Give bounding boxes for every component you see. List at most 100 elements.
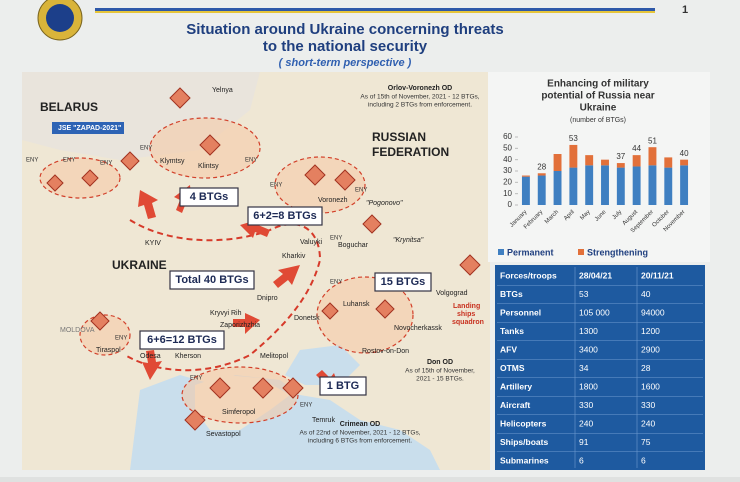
bar-segment bbox=[569, 167, 578, 205]
unit-marker bbox=[46, 174, 64, 192]
y-tick-label: 50 bbox=[503, 143, 512, 152]
table-header: 28/04/21 bbox=[579, 270, 612, 280]
map-label: Zaporizhzhia bbox=[220, 322, 260, 329]
emblem-inner bbox=[46, 4, 74, 32]
y-tick-label: 60 bbox=[503, 132, 512, 141]
btg-box bbox=[374, 272, 432, 292]
table-cell: 240 bbox=[641, 418, 655, 428]
table-cell: 330 bbox=[641, 400, 655, 410]
btg-box bbox=[319, 376, 367, 396]
header-line bbox=[95, 8, 655, 11]
title: to the national security bbox=[263, 38, 428, 55]
unit-marker bbox=[334, 169, 356, 191]
unit-marker bbox=[81, 169, 99, 187]
chart-title: Enhancing of military bbox=[547, 79, 649, 90]
table-cell: Tanks bbox=[500, 326, 524, 336]
table-cell: 75 bbox=[641, 437, 651, 447]
label-box bbox=[52, 122, 124, 134]
note-title: Orlov-Voronezh OD bbox=[388, 85, 452, 92]
map-label: JSE "ZAPAD-2021" bbox=[58, 125, 121, 132]
bar-segment bbox=[632, 166, 641, 205]
map-label: Klintsy bbox=[198, 163, 219, 170]
y-tick-label: 20 bbox=[503, 177, 512, 186]
note-line: including 2 BTGs from enforcement. bbox=[368, 102, 472, 109]
table-cell: Ships/boats bbox=[500, 437, 548, 447]
map-label: Novocherkassk bbox=[394, 325, 442, 332]
btg-label: 4 BTGs bbox=[190, 191, 229, 203]
unit-marker bbox=[209, 377, 231, 399]
total-label: 51 bbox=[648, 136, 657, 145]
unit-marker bbox=[169, 87, 191, 109]
map-label: Donetsk bbox=[294, 315, 320, 322]
map-label: Odesa bbox=[140, 353, 161, 360]
unit-marker bbox=[90, 311, 110, 331]
map-label: Tiraspol bbox=[96, 347, 121, 354]
table-cell: 94000 bbox=[641, 307, 665, 317]
btg-box bbox=[179, 187, 239, 207]
legend-label: Permanent bbox=[507, 247, 554, 257]
map-label: ships bbox=[457, 311, 475, 318]
unit-tag: ENY bbox=[330, 236, 342, 242]
bar-segment bbox=[616, 163, 625, 168]
bar-segment bbox=[553, 171, 562, 205]
table-cell: 6 bbox=[579, 455, 584, 465]
bar-segment bbox=[521, 175, 530, 177]
table-cell: Helicopters bbox=[500, 418, 547, 428]
azov-sea bbox=[285, 345, 360, 385]
unit-marker bbox=[375, 299, 395, 319]
note-line: As of 22nd of November, 2021 - 12 BTGs, bbox=[299, 430, 420, 437]
bar-segment bbox=[553, 154, 562, 171]
unit-marker bbox=[362, 214, 382, 234]
map-label: Temruk bbox=[312, 417, 335, 424]
map-label: Volgograd bbox=[436, 290, 468, 297]
map-label: Rostov-on-Don bbox=[362, 348, 409, 355]
table-header: 20/11/21 bbox=[641, 270, 674, 280]
chart-title: potential of Russia near bbox=[541, 91, 654, 102]
unit-marker bbox=[304, 164, 326, 186]
map-label: Melitopol bbox=[260, 353, 288, 360]
total-label: 53 bbox=[569, 134, 578, 143]
y-tick-label: 10 bbox=[503, 189, 512, 198]
legend-label: Strengthening bbox=[587, 247, 648, 257]
table-cell: Artillery bbox=[500, 381, 532, 391]
arrow bbox=[138, 190, 158, 219]
unit-marker bbox=[252, 377, 274, 399]
note-line: including 6 BTGs from enforcement. bbox=[308, 438, 412, 445]
table-cell: Aircraft bbox=[500, 400, 530, 410]
bar-segment bbox=[648, 165, 657, 205]
map-label: Boguchar bbox=[338, 242, 369, 249]
table-cell: Submarines bbox=[500, 455, 549, 465]
table-cell: 53 bbox=[579, 289, 589, 299]
bar-segment bbox=[680, 165, 689, 205]
chart-panel bbox=[488, 72, 710, 262]
threat-line bbox=[124, 219, 322, 372]
x-tick-label: July bbox=[612, 209, 624, 221]
unit-marker bbox=[321, 302, 339, 320]
bar-segment bbox=[601, 159, 609, 166]
bar-segment bbox=[664, 167, 673, 205]
table-cell: AFV bbox=[500, 344, 517, 354]
unit-tag: ENY bbox=[140, 146, 152, 152]
threat-zone bbox=[79, 314, 131, 356]
note-line: As of 15th of November, bbox=[405, 368, 475, 375]
bar-segment bbox=[680, 159, 689, 166]
btg-label: 6+2=8 BTGs bbox=[253, 210, 317, 222]
unit-marker bbox=[459, 254, 481, 276]
table-cell: BTGs bbox=[500, 289, 523, 299]
map-label: Voronezh bbox=[318, 197, 348, 204]
table-header: Forces/troops bbox=[500, 270, 557, 280]
bar-segment bbox=[569, 144, 578, 168]
legend-swatch bbox=[578, 249, 584, 255]
arrow bbox=[273, 265, 300, 288]
header-line bbox=[95, 11, 655, 13]
table-cell: 1600 bbox=[641, 381, 660, 391]
map-label: MOLDOVA bbox=[60, 327, 95, 334]
unit-tag: ENY bbox=[100, 161, 112, 167]
bar-segment bbox=[616, 167, 625, 205]
unit-tag: ENY bbox=[63, 158, 75, 164]
note-line: As of 15th of November, 2021 - 12 BTGs, bbox=[360, 94, 479, 101]
total-label: 37 bbox=[616, 152, 625, 161]
unit-tag: ENY bbox=[270, 183, 282, 189]
chart-title: Ukraine bbox=[580, 103, 617, 114]
